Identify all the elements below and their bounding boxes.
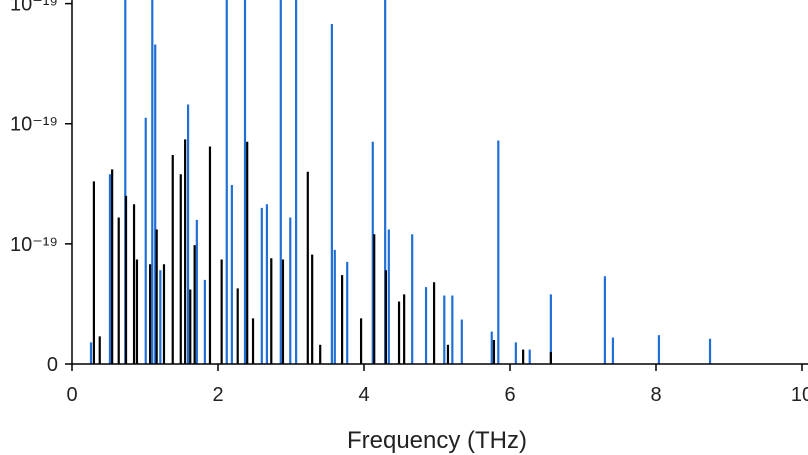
x-tick-label: 6 (504, 384, 515, 406)
x-tick-label: 4 (358, 384, 369, 406)
y-tick-label: 10⁻¹⁹ (10, 234, 58, 256)
y-tick-label: 0 (47, 354, 58, 376)
y-tick-label: 10⁻¹⁹ (10, 114, 58, 136)
x-tick-label: 8 (650, 384, 661, 406)
x-tick-label: 10 (791, 384, 808, 406)
y-tick-label: 10⁻¹⁹ (10, 0, 58, 16)
plot-area (89, 0, 712, 364)
x-axis-label: Frequency (THz) (347, 427, 527, 454)
x-tick-label: 0 (66, 384, 77, 406)
x-tick-label: 2 (212, 384, 223, 406)
